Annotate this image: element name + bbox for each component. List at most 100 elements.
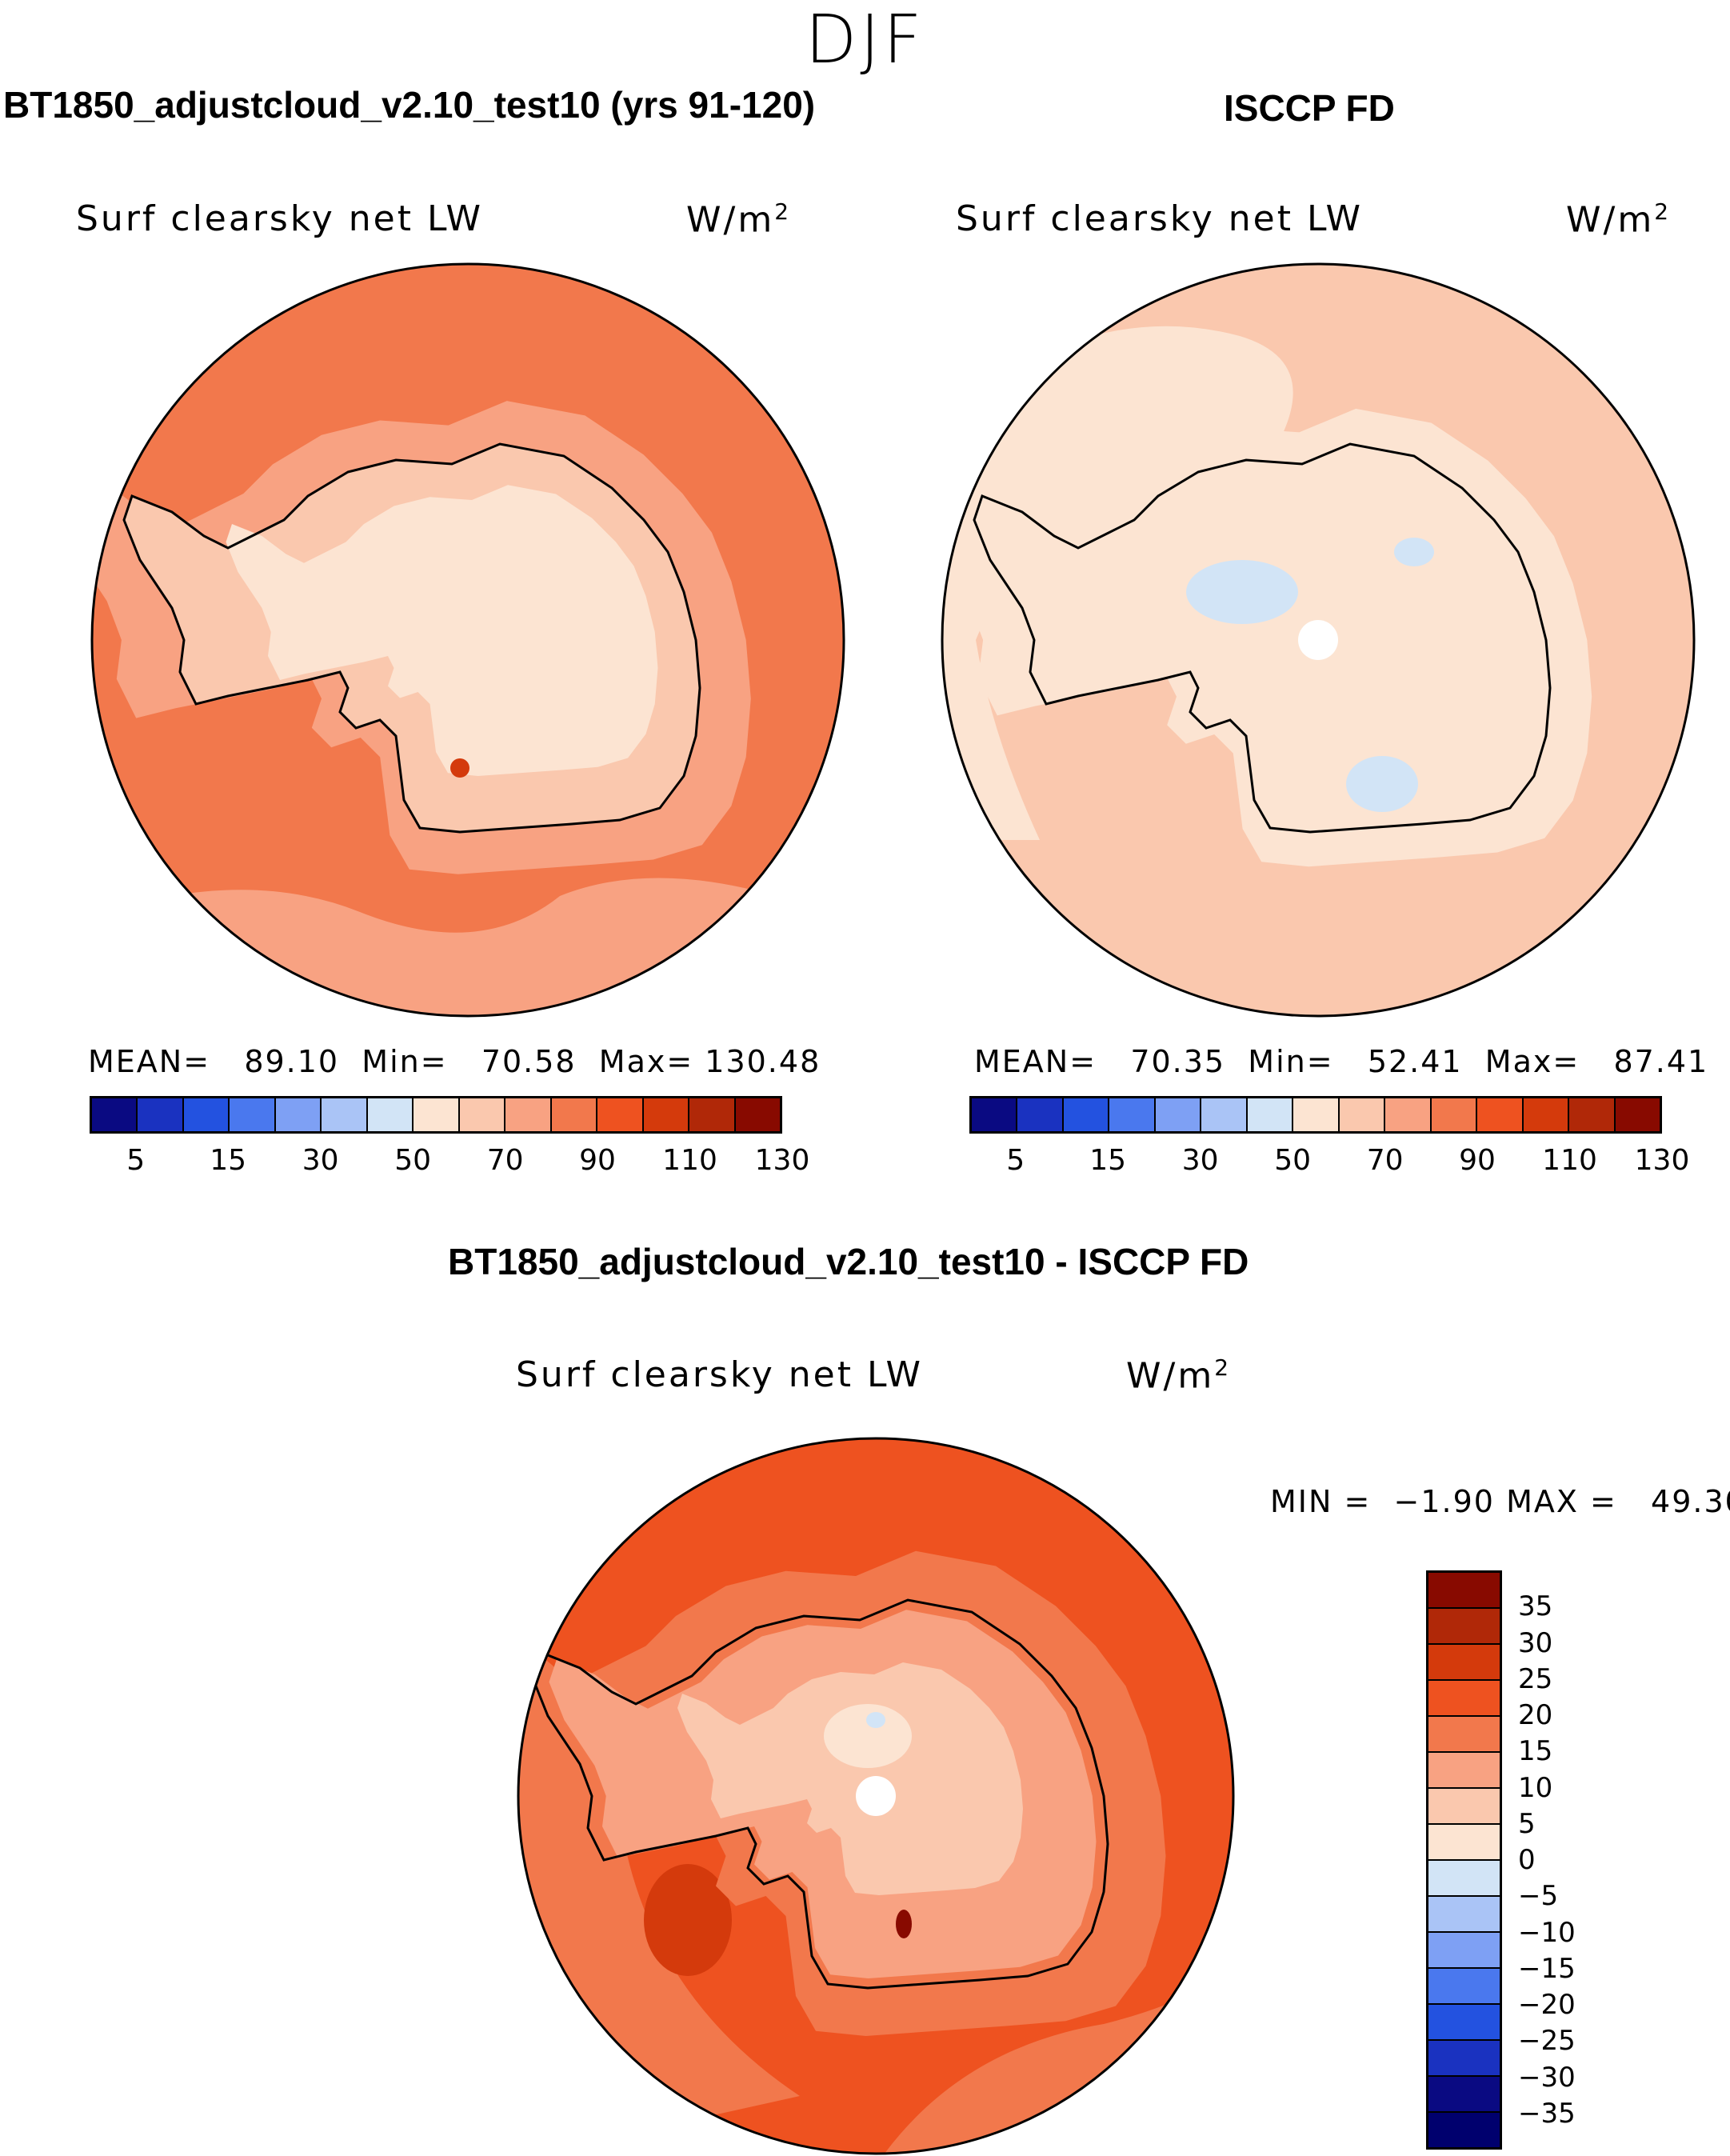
obs-pole-gap [1298,620,1338,660]
colorbar-swatch [1385,1098,1432,1131]
colorbar-swatch [183,1098,230,1131]
colorbar-swatch [689,1098,736,1131]
obs-map-border [941,262,1696,1018]
colorbar-tick-label: −25 [1518,2025,1576,2058]
diff-title: BT1850_adjustcloud_v2.10_test10 - ISCCP … [448,1241,1249,1282]
colorbar-swatch [1428,2077,1500,2113]
colorbar-tick-label: 15 [1518,1735,1553,1768]
colorbar-tick-label: −35 [1518,2097,1576,2130]
colorbar-swatch [367,1098,414,1131]
colorbar-swatch [1428,1897,1500,1933]
colorbar-swatch [92,1098,138,1131]
colorbar-swatch [1293,1098,1340,1131]
colorbar-swatch [1477,1098,1524,1131]
obs-colorbar-ticks: 5 15 30 50 70 90 110 130 [969,1144,1689,1184]
colorbar-tick-label: −20 [1518,1989,1576,2021]
season-title: DJF [805,0,925,78]
colorbar-swatch [1109,1098,1156,1131]
colorbar-swatch [1428,2113,1500,2147]
model-units: W/m2 [686,198,792,241]
colorbar-tick-label: 70 [486,1144,524,1177]
colorbar-swatch [322,1098,368,1131]
colorbar-tick-label: 10 [1518,1771,1553,1804]
colorbar-tick-label: 15 [1089,1144,1127,1177]
colorbar-swatch [1523,1098,1570,1131]
colorbar-swatch [1339,1098,1386,1131]
colorbar-tick-label: 15 [210,1144,247,1177]
colorbar-swatch [505,1098,552,1131]
colorbar-swatch [1569,1098,1616,1131]
colorbar-swatch [1155,1098,1202,1131]
colorbar-tick-label: 30 [302,1144,339,1177]
colorbar-tick-label: −10 [1518,1916,1576,1949]
colorbar-swatch [972,1098,1018,1131]
obs-map [942,264,1694,1016]
colorbar-swatch [1428,1861,1500,1897]
colorbar-swatch [230,1098,276,1131]
colorbar-tick-label: 90 [579,1144,616,1177]
colorbar-swatch [1428,1933,1500,1969]
colorbar-swatch [1428,1645,1500,1681]
colorbar-swatch [1615,1098,1660,1131]
colorbar-swatch [1428,1573,1500,1609]
obs-units: W/m2 [1566,198,1672,241]
colorbar-swatch [643,1098,690,1131]
colorbar-swatch [1428,1717,1500,1753]
obs-colorbar [969,1096,1662,1134]
colorbar-tick-label: 5 [1006,1144,1025,1177]
colorbar-swatch [1017,1098,1064,1131]
colorbar-swatch [1428,1825,1500,1861]
diff-pole-gap [856,1776,896,1816]
colorbar-swatch [735,1098,781,1131]
colorbar-swatch [459,1098,506,1131]
colorbar-swatch [1428,2005,1500,2041]
obs-variable-label: Surf clearsky net LW [956,198,1363,239]
colorbar-swatch [275,1098,322,1131]
colorbar-swatch [1428,2041,1500,2077]
colorbar-tick-label: 30 [1518,1626,1553,1659]
colorbar-tick-label: 70 [1366,1144,1404,1177]
model-map [92,264,844,1016]
obs-title: ISCCP FD [1224,87,1395,129]
colorbar-tick-label: 130 [1634,1144,1690,1177]
colorbar-swatch [414,1098,460,1131]
colorbar-tick-label: 0 [1518,1844,1536,1876]
colorbar-tick-label: 30 [1181,1144,1219,1177]
model-variable-label: Surf clearsky net LW [76,198,483,239]
colorbar-swatch [1431,1098,1478,1131]
colorbar-tick-label: 20 [1518,1699,1553,1731]
colorbar-swatch [1247,1098,1294,1131]
model-colorbar [90,1096,782,1134]
colorbar-swatch [1201,1098,1248,1131]
colorbar-tick-label: 25 [1518,1662,1553,1695]
colorbar-tick-label: 50 [1274,1144,1312,1177]
colorbar-swatch [1428,1789,1500,1825]
diff-stats: MIN = −1.90 MAX = 49.30 [1270,1484,1730,1519]
diff-units: W/m2 [1126,1354,1232,1397]
colorbar-tick-label: 50 [394,1144,432,1177]
model-map-border [90,262,845,1018]
colorbar-swatch [138,1098,184,1131]
model-colorbar-ticks: 5 15 30 50 70 90 110 130 [90,1144,809,1184]
colorbar-tick-label: −15 [1518,1952,1576,1985]
diff-map [518,1438,1233,2154]
model-title: BT1850_adjustcloud_v2.10_test10 (yrs 91-… [3,84,816,126]
colorbar-tick-label: 110 [1542,1144,1597,1177]
colorbar-swatch [597,1098,644,1131]
model-stats: MEAN= 89.10 Min= 70.58 Max= 130.48 [88,1044,821,1079]
colorbar-swatch [1428,1681,1500,1717]
obs-stats: MEAN= 70.35 Min= 52.41 Max= 87.41 [974,1044,1709,1079]
colorbar-tick-label: −5 [1518,1880,1559,1913]
diff-variable-label: Surf clearsky net LW [516,1354,923,1395]
colorbar-swatch [551,1098,598,1131]
colorbar-tick-label: 5 [126,1144,146,1177]
colorbar-tick-label: 130 [754,1144,810,1177]
colorbar-swatch [1428,1753,1500,1789]
colorbar-tick-label: 5 [1518,1807,1536,1840]
diff-colorbar [1426,1570,1502,2150]
colorbar-tick-label: 35 [1518,1590,1553,1623]
colorbar-swatch [1428,1969,1500,2005]
colorbar-swatch [1428,1609,1500,1645]
colorbar-swatch [1063,1098,1110,1131]
